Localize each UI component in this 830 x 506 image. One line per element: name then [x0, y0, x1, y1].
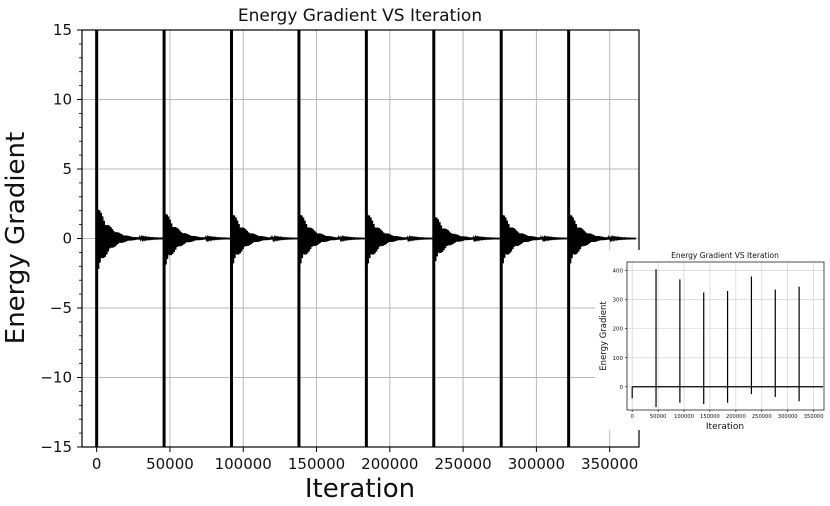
main-x-tick-label: 100000 — [215, 455, 272, 473]
inset-x-tick-label: 200000 — [726, 414, 746, 420]
inset-x-tick-label: 0 — [631, 414, 634, 420]
main-data-series — [95, 30, 637, 447]
main-burst-line — [163, 213, 232, 270]
inset-y-ticks: 0 100 200 300 400 — [613, 269, 627, 391]
main-chart: Energy Gradient VS Iteration −15 −10 −5 0 5 1… — [1, 6, 640, 504]
inset-chart: Energy Gradient VS Iteration 0 100 200 300 4… — [595, 250, 830, 432]
inset-x-ticks: 0 50000 100000 150000 200000 250000 300000 3500… — [631, 410, 824, 420]
main-x-axis-label: Iteration — [305, 474, 415, 504]
main-y-axis-label: Energy Gradient — [1, 132, 31, 344]
inset-y-tick-label: 100 — [613, 356, 624, 362]
main-y-tick-label: −15 — [40, 438, 72, 456]
main-burst-line — [230, 214, 300, 269]
inset-x-axis-label: Iteration — [706, 422, 744, 432]
main-burst-line — [365, 214, 435, 269]
inset-chart-title: Energy Gradient VS Iteration — [671, 251, 779, 260]
inset-y-tick-label: 200 — [613, 327, 624, 333]
inset-x-tick-label: 50000 — [650, 414, 667, 420]
inset-x-tick-label: 300000 — [778, 414, 798, 420]
main-burst-line — [432, 217, 502, 266]
inset-y-tick-label: 400 — [613, 269, 624, 275]
main-y-tick-label: −10 — [40, 369, 72, 387]
main-x-ticks: 0 50000 100000 150000 200000 250000 300000 3500… — [92, 447, 638, 473]
main-x-tick-label: 250000 — [434, 455, 491, 473]
main-y-tick-label: 5 — [62, 160, 72, 178]
main-burst-line — [298, 214, 367, 269]
main-x-tick-label: 350000 — [581, 455, 638, 473]
inset-x-tick-label: 150000 — [700, 414, 720, 420]
main-y-tick-label: −5 — [50, 299, 72, 317]
main-x-tick-label: 300000 — [508, 455, 565, 473]
inset-background — [595, 250, 830, 430]
inset-y-axis-label: Energy Gradient — [599, 301, 609, 371]
inset-x-tick-label: 350000 — [804, 414, 824, 420]
main-x-tick-label: 200000 — [361, 455, 418, 473]
inset-y-tick-label: 300 — [613, 298, 624, 304]
inset-x-tick-label: 250000 — [752, 414, 772, 420]
inset-data-series — [631, 269, 823, 408]
main-x-tick-label: 50000 — [146, 455, 194, 473]
inset-y-tick-label: 0 — [620, 385, 624, 391]
main-chart-title: Energy Gradient VS Iteration — [238, 6, 482, 26]
inset-plot-frame — [626, 261, 825, 411]
inset-x-tick-label: 100000 — [674, 414, 694, 420]
main-burst-line — [500, 214, 569, 269]
main-x-tick-label: 150000 — [288, 455, 345, 473]
main-y-tick-label: 10 — [53, 91, 72, 109]
main-burst-line — [567, 214, 637, 269]
main-y-tick-label: 15 — [53, 21, 72, 39]
main-x-tick-label: 0 — [92, 455, 102, 473]
main-y-ticks: −15 −10 −5 0 5 10 15 — [40, 21, 82, 456]
main-y-tick-label: 0 — [62, 230, 72, 248]
main-burst-line — [95, 209, 165, 275]
